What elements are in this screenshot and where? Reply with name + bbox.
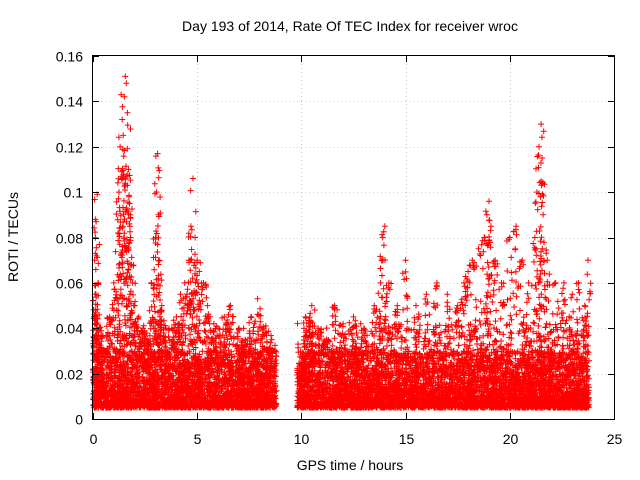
baseline-point bbox=[268, 336, 275, 343]
baseline-point bbox=[543, 320, 550, 327]
baseline-point bbox=[398, 345, 405, 351]
data-points bbox=[90, 73, 594, 411]
baseline-point bbox=[272, 342, 278, 349]
baseline-point bbox=[294, 320, 301, 327]
baseline-point bbox=[267, 339, 274, 346]
